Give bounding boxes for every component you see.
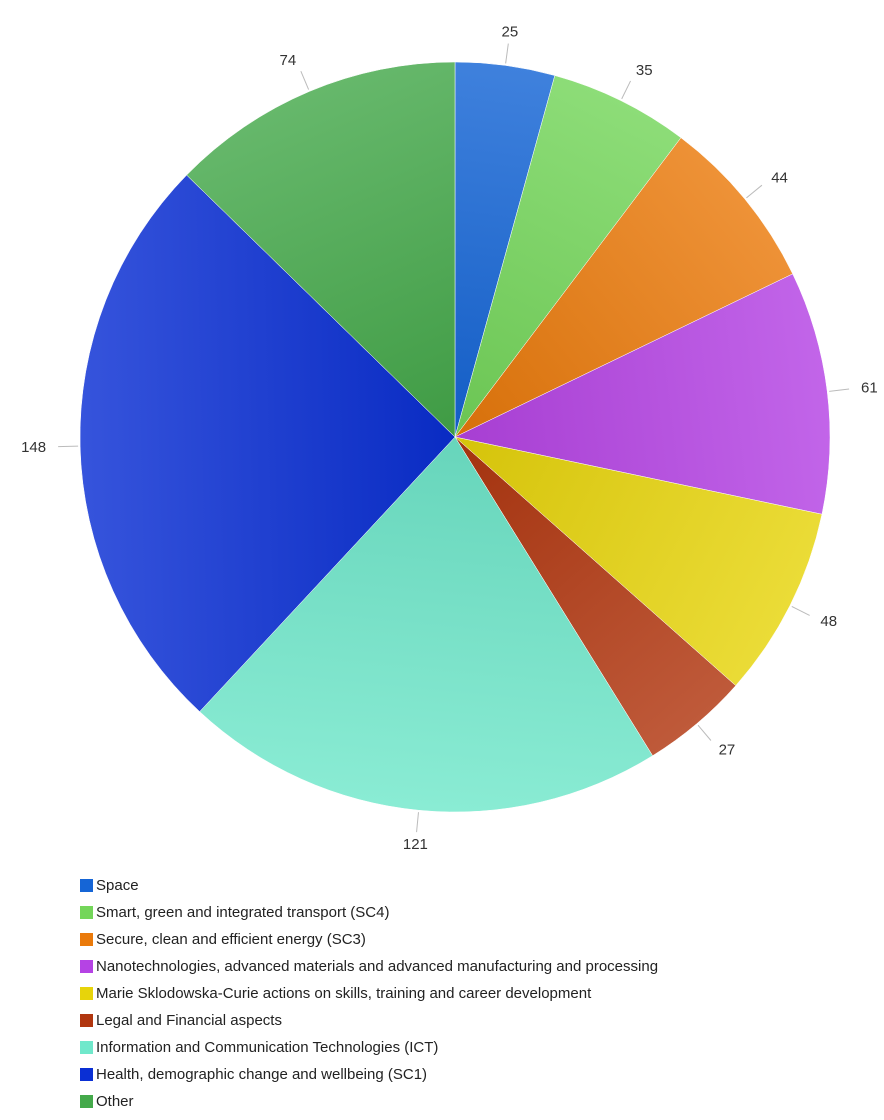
slice-value-label: 35 bbox=[636, 62, 653, 79]
slice-value-label: 27 bbox=[719, 742, 736, 759]
legend-label: Marie Sklodowska-Curie actions on skills… bbox=[96, 985, 592, 1002]
legend-swatch bbox=[80, 987, 93, 1000]
legend-swatch bbox=[80, 1041, 93, 1054]
legend-label: Smart, green and integrated transport (S… bbox=[96, 904, 390, 921]
legend-item[interactable]: Marie Sklodowska-Curie actions on skills… bbox=[80, 980, 658, 1007]
slice-value-label: 121 bbox=[403, 836, 428, 853]
legend-item[interactable]: Space bbox=[80, 872, 658, 899]
legend-label: Nanotechnologies, advanced materials and… bbox=[96, 958, 659, 975]
pie-slice[interactable] bbox=[199, 436, 653, 813]
pie-slices bbox=[79, 61, 831, 813]
legend-swatch bbox=[80, 1095, 93, 1108]
leader-line bbox=[829, 388, 850, 392]
legend-item[interactable]: Legal and Financial aspects bbox=[80, 1007, 658, 1034]
leader-line bbox=[746, 184, 763, 199]
legend-label: Other bbox=[96, 1093, 134, 1110]
leader-line bbox=[505, 43, 509, 64]
leader-line bbox=[697, 724, 712, 741]
leader-line bbox=[416, 812, 419, 833]
legend-item[interactable]: Health, demographic change and wellbeing… bbox=[80, 1061, 658, 1088]
legend-label: Health, demographic change and wellbeing… bbox=[96, 1066, 428, 1083]
legend-swatch bbox=[80, 879, 93, 892]
slice-value-label: 61 bbox=[861, 380, 878, 397]
legend-swatch bbox=[80, 1014, 93, 1027]
chart-legend: Space Smart, green and integrated transp… bbox=[80, 872, 658, 1115]
legend-label: Legal and Financial aspects bbox=[96, 1012, 282, 1029]
leader-line bbox=[791, 605, 810, 616]
legend-item[interactable]: Smart, green and integrated transport (S… bbox=[80, 899, 658, 926]
pie-slice[interactable] bbox=[454, 137, 794, 438]
legend-item[interactable]: Information and Communication Technologi… bbox=[80, 1034, 658, 1061]
pie-chart-svg: 25 35 44 61 48 27 121 148 74 bbox=[21, 24, 878, 853]
slice-value-label: 148 bbox=[21, 439, 46, 456]
legend-item[interactable]: Secure, clean and efficient energy (SC3) bbox=[80, 926, 658, 953]
slice-value-labels: 25 35 44 61 48 27 121 148 74 bbox=[21, 24, 878, 853]
legend-swatch bbox=[80, 906, 93, 919]
leader-line bbox=[621, 80, 631, 100]
pie-slice[interactable] bbox=[454, 75, 682, 438]
slice-value-label: 25 bbox=[502, 24, 519, 41]
slice-value-label: 44 bbox=[771, 170, 788, 187]
slice-value-label: 48 bbox=[820, 613, 837, 630]
pie-slice[interactable] bbox=[186, 61, 456, 438]
slice-value-label: 74 bbox=[280, 52, 297, 69]
legend-swatch bbox=[80, 960, 93, 973]
legend-swatch bbox=[80, 1068, 93, 1081]
legend-label: Information and Communication Technologi… bbox=[96, 1039, 439, 1056]
legend-item[interactable]: Other bbox=[80, 1088, 658, 1115]
legend-label: Secure, clean and efficient energy (SC3) bbox=[96, 931, 366, 948]
pie-slice[interactable] bbox=[454, 273, 831, 515]
pie-slice[interactable] bbox=[454, 436, 823, 686]
leader-line bbox=[300, 70, 310, 90]
pie-slice[interactable] bbox=[79, 174, 456, 712]
legend-item[interactable]: Nanotechnologies, advanced materials and… bbox=[80, 953, 658, 980]
legend-label: Space bbox=[96, 877, 139, 894]
legend-swatch bbox=[80, 933, 93, 946]
